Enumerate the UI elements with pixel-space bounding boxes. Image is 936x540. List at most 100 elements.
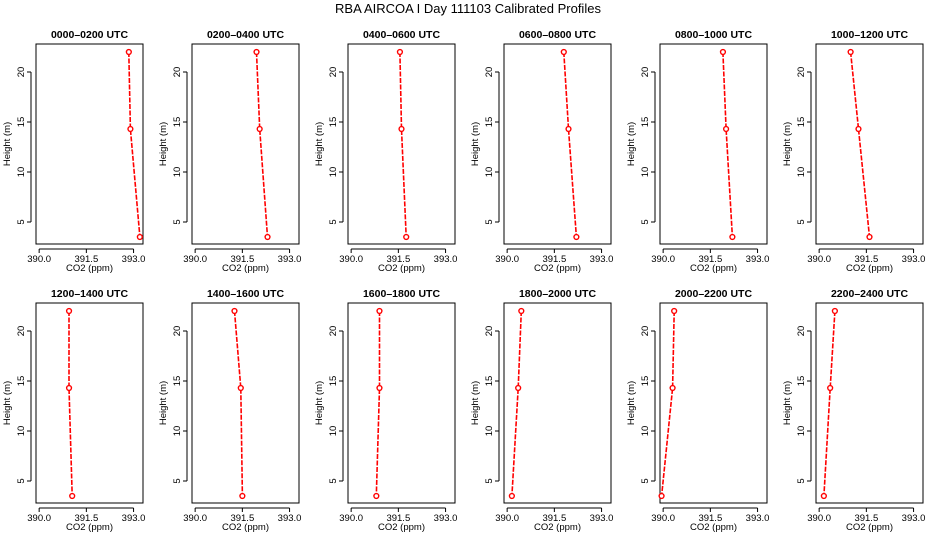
y-tick-label: 15 <box>16 117 27 128</box>
plot-frame <box>35 43 144 245</box>
profile-line <box>399 51 407 238</box>
y-tick-label: 10 <box>640 167 651 178</box>
y-tick-label: 5 <box>640 478 651 483</box>
plot-frame <box>815 43 924 245</box>
data-point <box>866 233 873 241</box>
y-axis-label: Height (m) <box>470 381 481 425</box>
y-tick-label: 5 <box>16 478 27 483</box>
data-point <box>560 48 567 56</box>
y-axis-label: Height (m) <box>2 122 13 166</box>
x-tick-label: 393.0 <box>122 254 146 265</box>
x-axis-label: CO2 (ppm) <box>690 522 737 533</box>
plot-frame <box>503 302 612 504</box>
y-tick-label: 10 <box>640 426 651 437</box>
panel-title: 1200–1400 UTC <box>51 288 128 300</box>
y-tick-label: 5 <box>796 478 807 483</box>
x-tick-label: 393.0 <box>902 513 926 524</box>
x-tick-label: 393.0 <box>278 254 302 265</box>
y-tick-label: 20 <box>16 67 27 78</box>
panel-grid: 0000–0200 UTC 390.0 391.5 393.0 CO2 (ppm) 5 10… <box>2 29 925 533</box>
y-axis-label: Height (m) <box>158 122 169 166</box>
y-tick-label: 15 <box>328 117 339 128</box>
data-point <box>820 492 827 500</box>
x-tick-label: 391.5 <box>386 254 410 265</box>
data-point <box>847 48 854 56</box>
data-point <box>264 233 271 241</box>
chart-panel-4: 0600–0800 UTC 390.0 391.5 393.0 CO2 (ppm) 5 10… <box>470 29 613 274</box>
data-point <box>669 384 676 392</box>
x-axis-label: CO2 (ppm) <box>222 263 269 274</box>
y-tick-label: 15 <box>484 376 495 387</box>
y-tick-label: 10 <box>796 167 807 178</box>
data-point <box>855 125 862 133</box>
panel-title: 0600–0800 UTC <box>519 29 596 41</box>
y-tick-label: 20 <box>328 326 339 337</box>
profile-line <box>511 310 523 497</box>
x-tick-label: 393.0 <box>434 513 458 524</box>
x-tick-label: 390.0 <box>807 254 831 265</box>
panel-title: 2000–2200 UTC <box>675 288 752 300</box>
y-tick-label: 20 <box>640 67 651 78</box>
y-axis-label: Height (m) <box>470 122 481 166</box>
y-tick-label: 5 <box>484 478 495 483</box>
x-tick-label: 391.5 <box>542 513 566 524</box>
data-point <box>515 384 522 392</box>
x-tick-label: 391.5 <box>230 254 254 265</box>
y-tick-label: 20 <box>172 326 183 337</box>
y-tick-label: 5 <box>328 478 339 483</box>
data-point <box>231 307 238 315</box>
panel-title: 0400–0600 UTC <box>363 29 440 41</box>
panel-title: 0200–0400 UTC <box>207 29 284 41</box>
x-axis-label: CO2 (ppm) <box>534 263 581 274</box>
y-tick-label: 15 <box>796 117 807 128</box>
y-axis-label: Height (m) <box>314 381 325 425</box>
x-tick-label: 390.0 <box>339 513 363 524</box>
y-tick-label: 5 <box>172 219 183 224</box>
panel-title: 0000–0200 UTC <box>51 29 128 41</box>
data-point <box>239 492 246 500</box>
y-tick-label: 15 <box>484 117 495 128</box>
data-point <box>256 125 263 133</box>
y-axis-label: Height (m) <box>314 122 325 166</box>
x-tick-label: 393.0 <box>902 254 926 265</box>
x-tick-label: 390.0 <box>495 254 519 265</box>
y-tick-label: 15 <box>16 376 27 387</box>
x-tick-label: 391.5 <box>698 254 722 265</box>
data-point <box>69 492 76 500</box>
x-tick-label: 391.5 <box>698 513 722 524</box>
x-tick-label: 390.0 <box>807 513 831 524</box>
plot-frame <box>815 302 924 504</box>
data-point <box>237 384 244 392</box>
profile-line <box>68 311 73 497</box>
y-tick-label: 10 <box>484 167 495 178</box>
x-tick-label: 393.0 <box>278 513 302 524</box>
y-tick-label: 15 <box>172 117 183 128</box>
y-tick-label: 10 <box>796 426 807 437</box>
profile-line <box>722 51 734 238</box>
y-tick-label: 5 <box>484 219 495 224</box>
y-tick-label: 20 <box>640 326 651 337</box>
x-tick-label: 393.0 <box>746 254 770 265</box>
data-point <box>65 307 73 315</box>
plot-frame <box>503 43 612 245</box>
y-tick-label: 5 <box>172 478 183 483</box>
x-tick-label: 391.5 <box>854 254 878 265</box>
data-point <box>658 492 665 500</box>
y-axis-label: Height (m) <box>158 381 169 425</box>
x-tick-label: 391.5 <box>230 513 254 524</box>
profile-line <box>563 51 578 238</box>
panel-title: 1800–2000 UTC <box>519 288 596 300</box>
y-tick-label: 15 <box>640 117 651 128</box>
plot-frame <box>659 43 768 245</box>
x-tick-label: 393.0 <box>434 254 458 265</box>
y-tick-label: 20 <box>796 67 807 78</box>
data-point <box>65 384 73 392</box>
chart-panel-7: 1200–1400 UTC 390.0 391.5 393.0 CO2 (ppm) 5 10… <box>2 288 145 533</box>
y-axis-label: Height (m) <box>782 381 793 425</box>
y-tick-label: 15 <box>796 376 807 387</box>
y-tick-label: 20 <box>484 326 495 337</box>
data-point <box>373 492 380 500</box>
chart-panel-1: 0000–0200 UTC 390.0 391.5 393.0 CO2 (ppm) 5 10… <box>2 29 145 274</box>
x-tick-label: 391.5 <box>74 513 98 524</box>
